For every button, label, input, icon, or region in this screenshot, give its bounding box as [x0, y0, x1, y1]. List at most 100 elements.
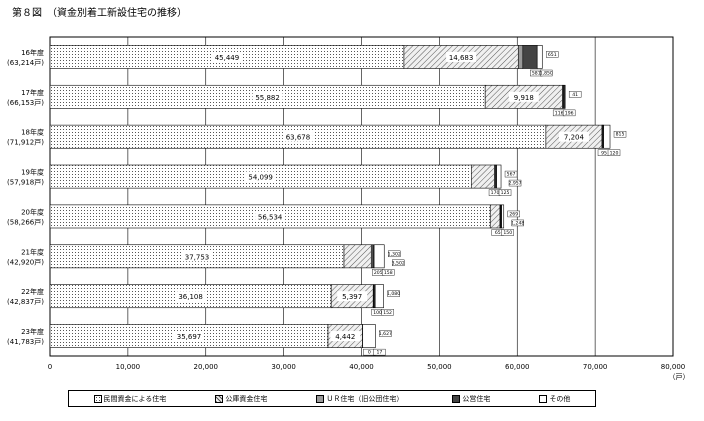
data-label-box — [381, 309, 394, 316]
category-total-label: (57,918戸) — [7, 179, 44, 187]
data-label-box — [508, 179, 522, 187]
category-label: 20年度 — [21, 207, 44, 216]
category-total-label: (66,153戸) — [7, 99, 44, 107]
x-tick-label: 0 — [48, 363, 52, 371]
bar-segment — [536, 45, 543, 69]
category-total-label: (42,920戸) — [7, 258, 44, 266]
x-tick-label: 20,000 — [194, 363, 219, 371]
data-label-bg — [337, 291, 368, 302]
legend-item-other: その他 — [539, 394, 570, 404]
data-label-box — [504, 170, 518, 178]
legend-item-private: 民間資金による住宅 — [93, 394, 166, 404]
data-label-box — [501, 229, 514, 236]
data-label: 100 — [373, 310, 382, 316]
data-label-bg — [252, 91, 283, 102]
category-label: 18年度 — [21, 128, 44, 137]
legend-label-other: その他 — [549, 394, 571, 403]
data-label: 14,683 — [449, 54, 474, 62]
category-label: 22年度 — [21, 287, 44, 296]
bar-segment — [496, 164, 502, 189]
data-label-box — [392, 259, 405, 267]
x-tick-label: 60,000 — [505, 363, 530, 371]
bar-segment — [489, 204, 501, 229]
data-label: 37,753 — [185, 253, 210, 261]
data-label: 65 — [495, 230, 501, 236]
bar-segment — [343, 244, 372, 269]
category-label: 21年度 — [21, 247, 44, 256]
bar-segment — [522, 45, 538, 69]
bar-segment — [470, 164, 495, 189]
data-label-bg — [175, 291, 206, 302]
data-label-box — [382, 269, 395, 276]
data-label: 196 — [565, 110, 574, 116]
bar-segment — [374, 284, 384, 309]
data-label: 3,502 — [392, 260, 405, 266]
data-label-bg — [330, 331, 361, 342]
legend-item-public: 公営住宅 — [452, 394, 490, 404]
data-label: 1,080 — [387, 291, 400, 297]
data-label-bg — [446, 51, 477, 62]
data-label: 581 — [532, 71, 541, 77]
data-label-box — [568, 91, 582, 98]
legend-item-ur: ＵＲ住宅（旧公団住宅） — [316, 394, 403, 404]
data-label-box — [546, 51, 559, 58]
data-label-box — [498, 189, 512, 196]
data-label-bg — [245, 171, 276, 182]
data-label: 95 — [601, 150, 607, 156]
category-label: 17年度 — [21, 88, 44, 97]
data-label: 4,442 — [335, 333, 355, 341]
data-label-box — [387, 290, 400, 297]
data-label-bg — [173, 331, 204, 342]
legend-swatch-koko — [215, 394, 224, 403]
data-label: 5,397 — [342, 293, 362, 301]
data-label-box — [511, 219, 524, 227]
data-label: 651 — [548, 52, 557, 58]
data-label: 55,882 — [255, 94, 280, 102]
legend-label-koko: 公庫資金住宅 — [225, 394, 268, 403]
legend-label-public: 公営住宅 — [462, 394, 491, 403]
data-label: 9,918 — [514, 94, 534, 102]
data-label: 116 — [555, 110, 564, 116]
x-tick-label: 30,000 — [271, 363, 296, 371]
category-total-label: (58,266戸) — [7, 218, 44, 226]
category-label: 19年度 — [21, 168, 44, 177]
bar-segment — [517, 45, 524, 69]
bars: 45,449 14,683 581 1,850 651 55,882 9,918 116 196… — [49, 45, 627, 356]
data-label-box — [373, 348, 386, 356]
data-label: 170 — [491, 190, 500, 196]
data-label: 125 — [501, 190, 510, 196]
data-label: 54,099 — [248, 174, 273, 182]
bar-segment — [603, 124, 611, 149]
x-unit-label: （戸） — [669, 373, 690, 381]
x-tick-label: 40,000 — [349, 363, 374, 371]
data-label-bg — [558, 131, 589, 142]
bar-segment — [362, 324, 376, 348]
data-label-bg — [211, 51, 242, 62]
legend-swatch-other — [539, 394, 548, 403]
legend-swatch-public — [452, 394, 461, 403]
category-label: 23年度 — [21, 327, 44, 336]
category-total-label: (71,912戸) — [7, 139, 44, 147]
data-label-bg — [282, 131, 313, 142]
data-label: 2,957 — [508, 181, 521, 187]
data-label-box — [379, 330, 392, 337]
data-label-box — [507, 210, 520, 218]
chart-title: 第８図 （資金別着工新設住宅の推移） — [12, 8, 187, 19]
data-label: 120 — [610, 150, 619, 156]
data-label: 269 — [509, 211, 518, 217]
x-axis: 0 10,000 20,000 30,000 40,000 50,000 60,000 70,… — [48, 363, 690, 381]
category-label: 16年度 — [21, 48, 44, 57]
data-label: 56,534 — [258, 213, 283, 221]
category-total-label: (41,783戸) — [7, 338, 44, 346]
data-label-bg — [255, 211, 286, 222]
data-label: 1,850 — [540, 71, 553, 77]
x-tick-label: 70,000 — [583, 363, 608, 371]
bar-segment — [501, 204, 505, 229]
data-label: 7,204 — [564, 134, 585, 142]
data-label: 0 — [368, 350, 371, 356]
data-label: 150 — [503, 230, 512, 236]
data-label: 1,302 — [388, 251, 401, 257]
category-total-label: (63,214戸) — [7, 59, 44, 67]
legend-item-koko: 公庫資金住宅 — [215, 394, 267, 404]
